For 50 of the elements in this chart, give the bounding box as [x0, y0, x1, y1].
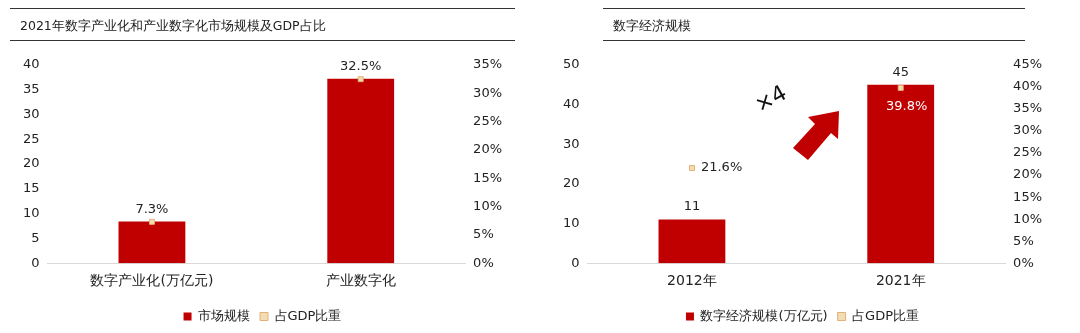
y-tick-label: 10 [563, 214, 580, 230]
legend-label: 数字经济规模(万亿元) [700, 307, 828, 323]
y2-tick-label: 20% [1013, 166, 1043, 182]
data-label: 32.5% [340, 58, 382, 74]
x-tick-label: 产业数字化 [325, 272, 396, 289]
y2-tick-label: 30% [473, 84, 503, 100]
y2-tick-label: 35% [1013, 100, 1043, 116]
legend-label: 占GDP比重 [274, 307, 342, 323]
data-label: 45 [892, 63, 909, 79]
x-tick-label: 2021年 [875, 272, 926, 289]
y-tick-label: 15 [23, 180, 40, 196]
y-tick-label: 40 [563, 96, 580, 112]
y2-tick-label: 15% [1013, 188, 1043, 204]
y-tick-label: 35 [23, 81, 40, 97]
chart-title: 2021年数字产业化和产业数字化市场规模及GDP占比 [10, 8, 515, 41]
y2-tick-label: 15% [473, 169, 503, 185]
y2-tick-label: 45% [1013, 56, 1043, 72]
y2-tick-label: 5% [473, 226, 494, 242]
y2-tick-label: 0% [473, 254, 494, 270]
y-tick-label: 20 [563, 175, 580, 191]
data-label: 21.6% [700, 159, 743, 175]
chart-title: 数字经济规模 [603, 8, 1025, 41]
y-tick-label: 50 [563, 56, 580, 72]
legend-label: 占GDP比重 [852, 307, 920, 323]
y2-tick-label: 40% [1013, 78, 1043, 94]
y-tick-label: 0 [31, 254, 40, 270]
x-tick-label: 2012年 [667, 272, 717, 289]
data-label: 11 [683, 198, 701, 214]
y-tick-label: 40 [23, 56, 40, 72]
y2-tick-label: 30% [1013, 122, 1043, 138]
y2-tick-label: 10% [1013, 210, 1043, 226]
y2-tick-label: 10% [473, 197, 503, 213]
y2-tick-label: 25% [1013, 144, 1043, 160]
data-label: 39.8% [886, 97, 928, 113]
y2-tick-label: 20% [473, 141, 503, 157]
y-tick-label: 5 [31, 229, 40, 245]
y-tick-label: 25 [23, 130, 40, 146]
y2-tick-label: 0% [1013, 254, 1034, 270]
y-tick-label: 30 [23, 105, 40, 121]
legend-label: 市场规模 [198, 307, 251, 323]
data-label: 7.3% [135, 200, 169, 216]
annotation: ×4 [750, 79, 791, 118]
y-tick-label: 30 [563, 135, 580, 151]
y2-tick-label: 5% [1013, 232, 1034, 248]
y2-tick-label: 35% [473, 56, 503, 72]
x-tick-label: 数字产业化(万亿元) [90, 272, 214, 289]
y-tick-label: 10 [23, 205, 40, 221]
y2-tick-label: 25% [473, 113, 503, 128]
y-tick-label: 20 [23, 155, 40, 171]
y-tick-label: 0 [571, 254, 580, 270]
